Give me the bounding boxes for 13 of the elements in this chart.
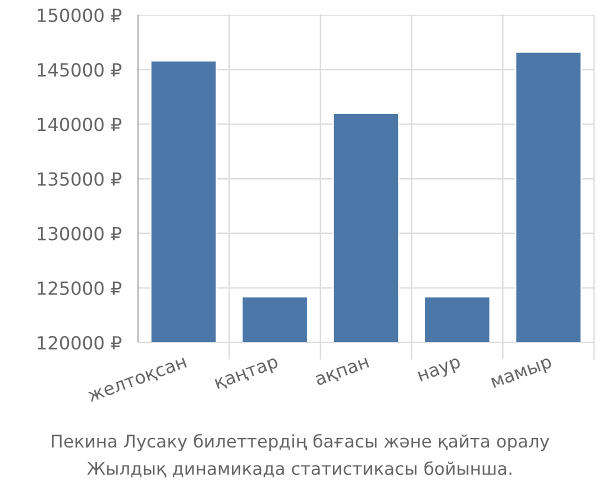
x-tick-label: ақпан bbox=[315, 358, 370, 388]
text: Пекина Лусаку билеттердің бағасы және қайта оралу bbox=[52, 434, 550, 452]
y-tick-label: 130000 ₽ bbox=[38, 226, 122, 240]
y-tick-label: 125000 ₽ bbox=[38, 281, 122, 296]
y-tick-label: 140000 ₽ bbox=[38, 118, 122, 132]
text: Жылдық динамикада статистикасы бойынша. bbox=[87, 461, 512, 478]
x-tick-label: наур bbox=[418, 357, 462, 385]
y-tick-label: 135000 ₽ bbox=[38, 172, 122, 186]
y-tick-label: 120000 ₽ bbox=[38, 336, 122, 350]
x-tick-label: мамыр bbox=[491, 357, 554, 392]
y-tick-label: 145000 ₽ bbox=[38, 63, 122, 77]
x-tick-label: қаңтар bbox=[214, 357, 280, 392]
y-tick-label: 150000 ₽ bbox=[38, 8, 122, 22]
